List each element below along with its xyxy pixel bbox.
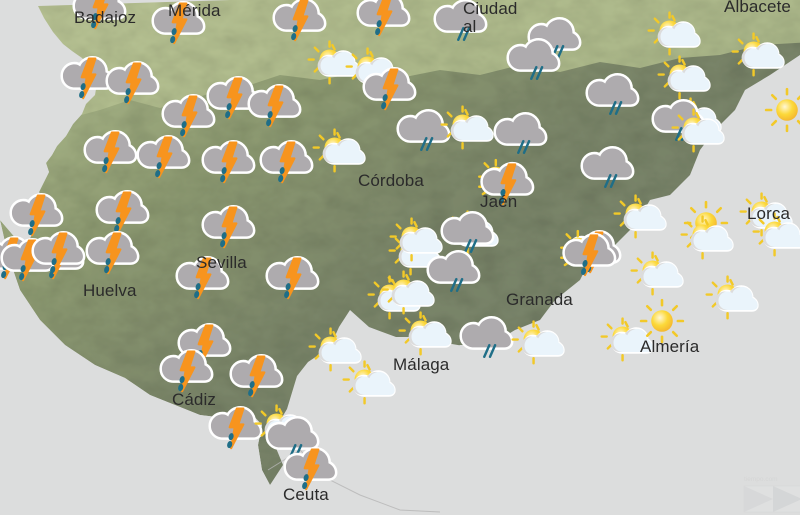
svg-text:tiempo.com: tiempo.com bbox=[744, 476, 778, 483]
